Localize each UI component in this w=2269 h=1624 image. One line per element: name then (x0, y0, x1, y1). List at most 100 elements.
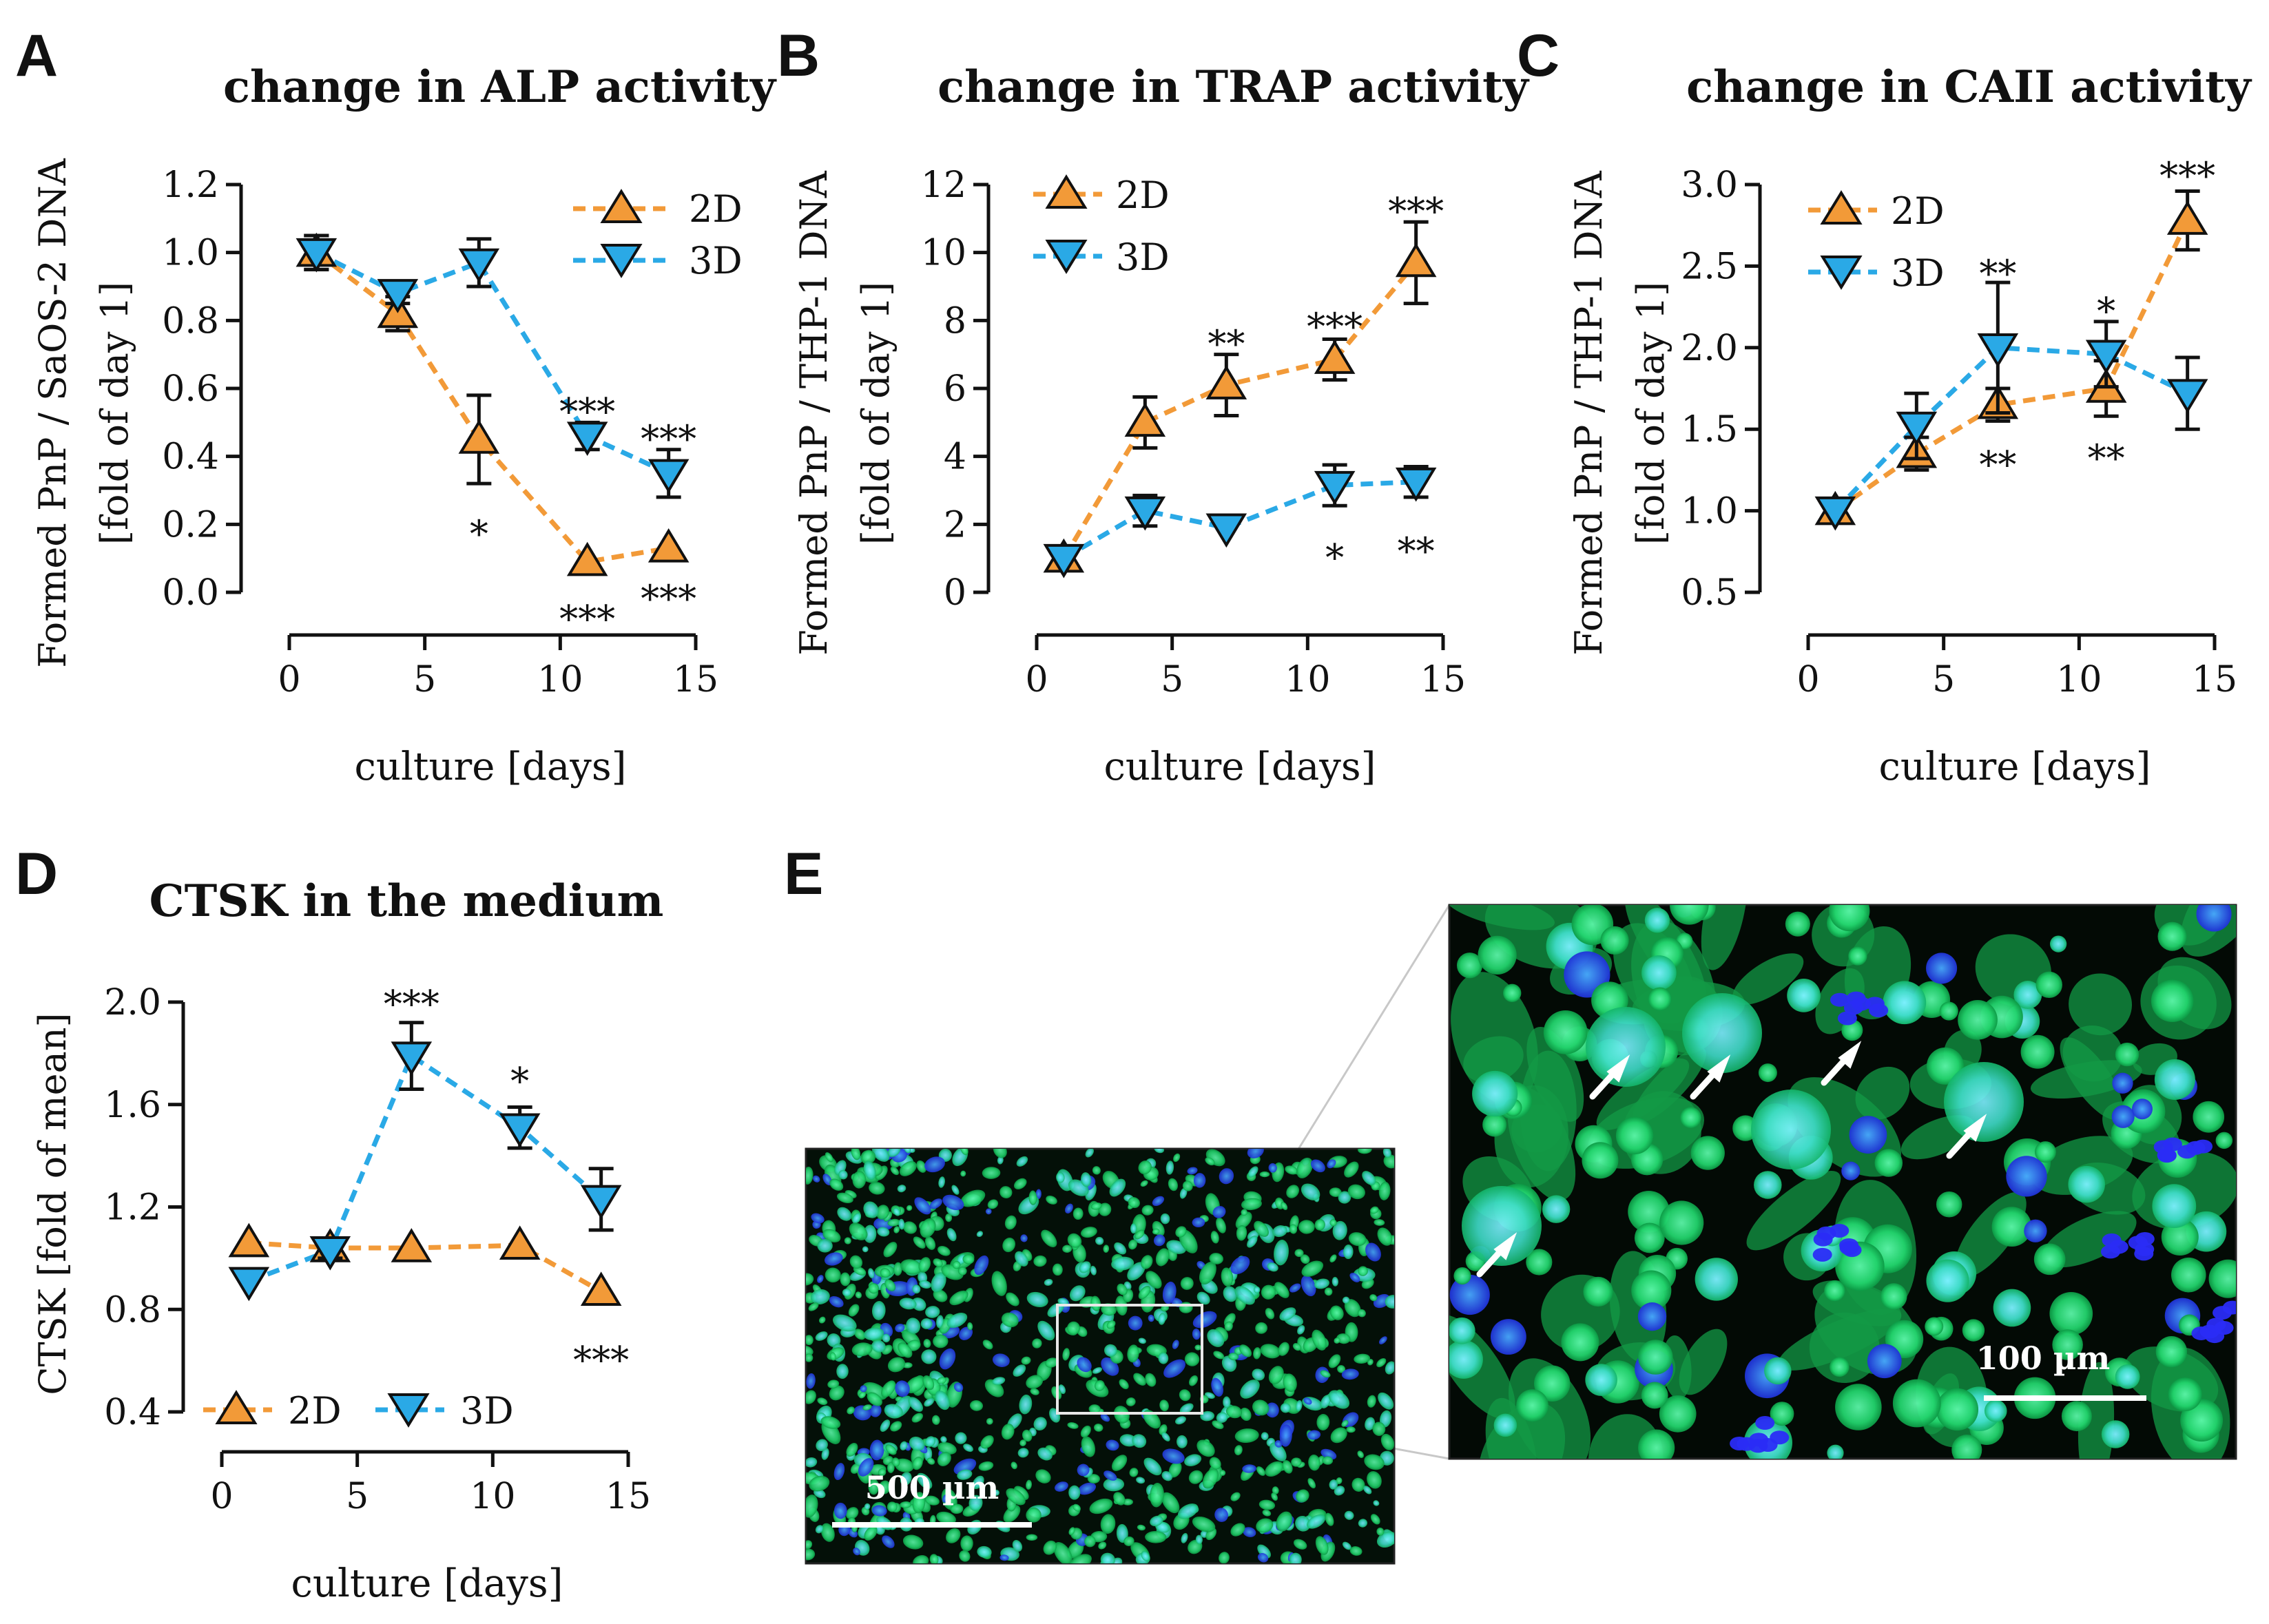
x-tick-label: 0 (210, 1476, 233, 1517)
x-tick-label: 5 (346, 1476, 369, 1517)
x-tick-label: 10 (470, 1476, 515, 1517)
series-line-3d (248, 1052, 603, 1284)
y-tick-label: 2.5 (1681, 246, 1738, 287)
y-tick-label: 0.6 (162, 368, 219, 410)
chart-title: change in CAII activity (1686, 61, 2252, 113)
data-point-2d (499, 1225, 541, 1260)
data-point-2d (1205, 365, 1247, 399)
x-axis-label: culture [days] (291, 1561, 563, 1606)
legend-2d-marker (1820, 190, 1863, 225)
data-point-2d (2166, 200, 2208, 235)
x-tick-label: 5 (1161, 659, 1183, 700)
arrow-icon (1476, 1232, 1517, 1278)
x-tick-label: 10 (1285, 659, 1330, 700)
x-tick-label: 15 (2192, 659, 2237, 700)
data-point-3d (1395, 467, 1437, 502)
significance-marker: ** (2088, 437, 2125, 480)
legend-3d-label: 3D (460, 1389, 514, 1433)
legend-3d-marker (387, 1393, 430, 1428)
data-point-3d (1124, 496, 1166, 531)
x-tick-label: 15 (1420, 659, 1466, 700)
y-tick-label: 0 (944, 572, 966, 614)
legend-3d-label: 3D (1891, 251, 1945, 295)
y-axis-label-line2: [fold of day 1] (93, 282, 136, 545)
legend-3d-marker (1045, 240, 1088, 274)
data-point-3d (228, 1267, 270, 1302)
x-tick-label: 5 (413, 659, 436, 700)
y-tick-label: 3.0 (1681, 165, 1738, 206)
legend-3d-label: 3D (1116, 236, 1170, 279)
x-tick-label: 0 (1796, 659, 1819, 700)
y-tick-label: 2 (944, 504, 966, 545)
data-point-3d (647, 459, 690, 494)
x-axis-label: culture [days] (1879, 745, 2151, 789)
scale-bar-100-label: 100 µm (1976, 1340, 2110, 1377)
series-line-2d (249, 1240, 603, 1294)
data-point-2d (1314, 340, 1356, 374)
legend-2d-label: 2D (1891, 189, 1945, 233)
arrow-icon (1690, 1054, 1731, 1100)
legend: 2D 3D (1033, 174, 1170, 279)
y-tick-label: 10 (921, 233, 966, 274)
significance-marker: ** (1979, 443, 2016, 486)
y-tick-label: 0.4 (162, 437, 219, 478)
x-tick-label: 15 (673, 659, 718, 700)
data-point-2d (647, 528, 690, 563)
y-tick-label: 0.8 (162, 300, 219, 342)
significance-marker: ** (1398, 530, 1435, 573)
data-point-2d (228, 1222, 270, 1258)
y-tick-label: 1.5 (1681, 409, 1738, 450)
legend-2d-marker (215, 1390, 258, 1424)
y-tick-label: 0.4 (104, 1392, 161, 1433)
legend-2d-marker (600, 189, 643, 223)
data-point-2d (580, 1271, 622, 1306)
y-tick-label: 0.2 (162, 504, 219, 545)
y-tick-label: 1.0 (162, 233, 219, 274)
panel-letter-e: E (784, 841, 823, 907)
significance-marker: * (1325, 537, 1344, 580)
arrow-icons (1476, 1041, 1987, 1278)
y-tick-label: 2.0 (104, 982, 161, 1023)
legend-2d-label: 2D (689, 187, 743, 231)
arrow-icon (1946, 1114, 1987, 1159)
y-tick-label: 2.0 (1681, 328, 1738, 369)
y-axis-label-line1: Formed PnP / SaOS-2 DNA (31, 158, 74, 667)
y-axis-label-line2: [fold of day 1] (1629, 282, 1672, 545)
chart-alp: change in ALP activity Formed PnP / SaOS… (31, 61, 777, 789)
data-point-2d (566, 541, 608, 576)
chart-ctsk: CTSK in the medium CTSK [fold of mean] c… (31, 875, 663, 1606)
x-tick-label: 5 (1932, 659, 1955, 700)
data-point-3d (499, 1113, 541, 1148)
chart-caii: change in CAII activity Formed PnP / THP… (1567, 61, 2252, 789)
data-point-3d (458, 248, 500, 283)
panel-letter-a: A (15, 23, 58, 89)
y-tick-label: 4 (944, 437, 966, 478)
significance-marker: *** (559, 391, 615, 434)
y-axis-label-line1: Formed PnP / THP-1 DNA (1567, 170, 1610, 656)
data-point-3d (566, 421, 608, 456)
chart-title: change in ALP activity (223, 61, 777, 113)
chart-trap: change in TRAP activity Formed PnP / THP… (792, 61, 1530, 789)
significance-marker: * (510, 1059, 529, 1103)
y-tick-label: 8 (944, 300, 966, 342)
scale-bar-500 (832, 1522, 1032, 1528)
data-point-3d (2166, 379, 2208, 413)
scale-bar-500-label: 500 µm (865, 1469, 999, 1506)
panel-letter-b: B (777, 23, 820, 89)
zoom-region-box (1056, 1304, 1203, 1415)
data-point-2d (391, 1228, 433, 1262)
legend-3d-marker (1820, 256, 1863, 290)
x-axis-label: culture [days] (355, 745, 627, 789)
legend: 2D 3D (1808, 189, 1945, 295)
data-point-2d (458, 419, 500, 454)
data-point-2d (1395, 242, 1437, 278)
chart-title: change in TRAP activity (937, 61, 1530, 113)
data-point-3d (309, 1236, 351, 1271)
y-tick-label: 1.6 (104, 1085, 161, 1126)
chart-title: CTSK in the medium (149, 875, 664, 927)
x-tick-label: 10 (2056, 659, 2102, 700)
arrow-icon (1589, 1054, 1630, 1100)
y-tick-label: 12 (921, 165, 966, 206)
significance-marker: *** (1388, 189, 1444, 233)
